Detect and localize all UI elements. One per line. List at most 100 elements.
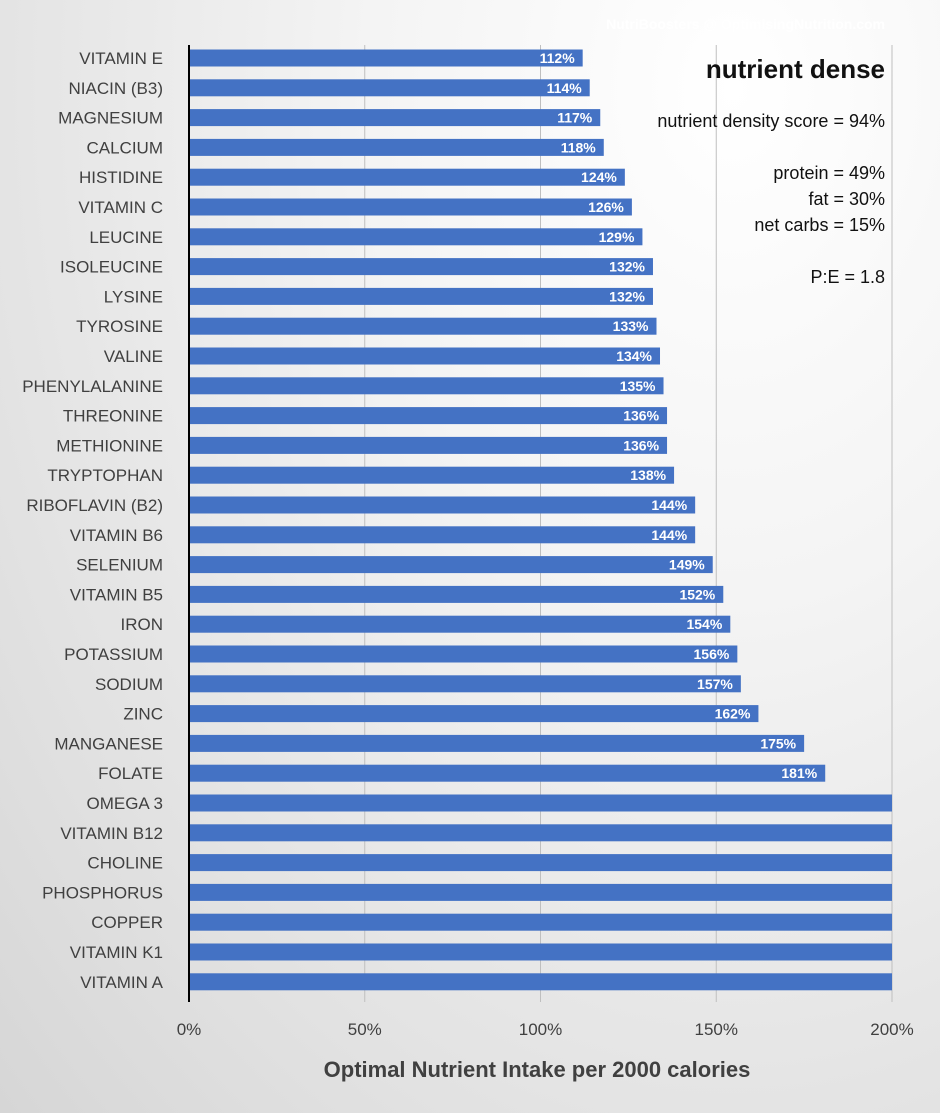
bar bbox=[189, 347, 661, 365]
watermark-text: NutriBoosters @ OptimisingNutrition.com bbox=[606, 16, 885, 32]
annotation-title: nutrient dense bbox=[706, 54, 885, 84]
value-label: 149% bbox=[669, 557, 705, 573]
x-tick-label: 50% bbox=[348, 1020, 382, 1039]
bar bbox=[189, 824, 892, 842]
category-label: MAGNESIUM bbox=[58, 109, 163, 128]
category-label: VALINE bbox=[104, 347, 163, 366]
x-tick-label: 100% bbox=[519, 1020, 562, 1039]
x-tick-label: 0% bbox=[177, 1020, 202, 1039]
category-label: CHOLINE bbox=[87, 854, 163, 873]
category-label: LEUCINE bbox=[89, 228, 163, 247]
category-label: VITAMIN C bbox=[78, 198, 163, 217]
bar bbox=[189, 883, 892, 901]
category-label: ISOLEUCINE bbox=[60, 258, 163, 277]
bar bbox=[189, 556, 713, 574]
bar bbox=[189, 615, 731, 633]
value-label: 156% bbox=[694, 646, 730, 662]
bar bbox=[189, 943, 892, 961]
x-tick-label: 150% bbox=[695, 1020, 738, 1039]
value-label: 129% bbox=[599, 229, 635, 245]
category-label: VITAMIN B5 bbox=[70, 585, 163, 604]
value-label: 144% bbox=[651, 527, 687, 543]
bar bbox=[189, 705, 759, 723]
category-label: PHOSPHORUS bbox=[42, 883, 163, 902]
bars bbox=[189, 49, 892, 991]
bar bbox=[189, 585, 724, 603]
value-label: 154% bbox=[686, 616, 722, 632]
category-label: COPPER bbox=[91, 913, 163, 932]
bar bbox=[189, 854, 892, 872]
annotation-lines: nutrient density score = 94% protein = 49… bbox=[657, 111, 885, 287]
category-label: METHIONINE bbox=[56, 436, 163, 455]
bar bbox=[189, 377, 664, 395]
category-label: FOLATE bbox=[98, 764, 163, 783]
bar bbox=[189, 168, 625, 186]
bar bbox=[189, 496, 696, 514]
value-label: 126% bbox=[588, 199, 624, 215]
bar bbox=[189, 138, 604, 156]
annotation-line: protein = 49% bbox=[773, 163, 885, 183]
bar bbox=[189, 675, 741, 693]
category-labels: VITAMIN E NIACIN (B3) MAGNESIUM CALCIUM HIST… bbox=[22, 49, 163, 992]
value-label: 124% bbox=[581, 169, 617, 185]
category-label: NIACIN (B3) bbox=[69, 79, 163, 98]
value-label: 181% bbox=[781, 765, 817, 781]
category-label: VITAMIN B12 bbox=[60, 824, 163, 843]
category-label: RIBOFLAVIN (B2) bbox=[26, 496, 163, 515]
annotation-line: nutrient density score = 94% bbox=[657, 111, 885, 131]
value-label: 133% bbox=[613, 318, 649, 334]
category-label: VITAMIN E bbox=[79, 49, 163, 68]
category-label: VITAMIN A bbox=[80, 973, 163, 992]
annotation-line: fat = 30% bbox=[808, 189, 885, 209]
value-label: 132% bbox=[609, 288, 645, 304]
category-label: VITAMIN K1 bbox=[70, 943, 163, 962]
value-label: 175% bbox=[760, 735, 796, 751]
category-label: LYSINE bbox=[104, 287, 163, 306]
value-label: 114% bbox=[547, 80, 583, 96]
bar bbox=[189, 287, 653, 305]
bar bbox=[189, 198, 632, 216]
category-label: IRON bbox=[121, 615, 164, 634]
value-label: 132% bbox=[609, 259, 645, 275]
x-axis-title: Optimal Nutrient Intake per 2000 calorie… bbox=[324, 1057, 751, 1082]
value-label: 157% bbox=[697, 676, 733, 692]
bar bbox=[189, 734, 805, 752]
category-label: VITAMIN B6 bbox=[70, 526, 163, 545]
bar bbox=[189, 466, 675, 484]
x-tick-label: 200% bbox=[870, 1020, 913, 1039]
category-label: CALCIUM bbox=[86, 138, 163, 157]
x-tick-labels: 0% 50% 100% 150% 200% bbox=[177, 1020, 914, 1039]
bar bbox=[189, 645, 738, 663]
value-label: 112% bbox=[540, 50, 576, 66]
category-label: PHENYLALANINE bbox=[22, 377, 163, 396]
annotation-line: net carbs = 15% bbox=[754, 215, 885, 235]
bar bbox=[189, 49, 583, 67]
bar bbox=[189, 258, 653, 276]
category-label: MANGANESE bbox=[54, 734, 163, 753]
value-label: 162% bbox=[715, 706, 751, 722]
value-label: 134% bbox=[616, 348, 652, 364]
bar bbox=[189, 317, 657, 335]
category-label: POTASSIUM bbox=[64, 645, 163, 664]
value-label: 152% bbox=[679, 586, 715, 602]
bar bbox=[189, 436, 668, 454]
bar bbox=[189, 764, 826, 782]
bar bbox=[189, 794, 892, 812]
category-label: TRYPTOPHAN bbox=[47, 466, 163, 485]
bar bbox=[189, 913, 892, 931]
bar bbox=[189, 109, 601, 127]
value-label: 138% bbox=[630, 467, 666, 483]
bar bbox=[189, 526, 696, 544]
value-label: 136% bbox=[623, 437, 659, 453]
bar bbox=[189, 407, 668, 425]
value-label: 144% bbox=[651, 497, 687, 513]
category-label: OMEGA 3 bbox=[86, 794, 163, 813]
value-label: 118% bbox=[561, 139, 597, 155]
annotation-line: P:E = 1.8 bbox=[810, 267, 885, 287]
bar bbox=[189, 79, 590, 97]
category-label: SELENIUM bbox=[76, 556, 163, 575]
bar bbox=[189, 228, 643, 246]
category-label: ZINC bbox=[123, 705, 163, 724]
category-label: TYROSINE bbox=[76, 317, 163, 336]
